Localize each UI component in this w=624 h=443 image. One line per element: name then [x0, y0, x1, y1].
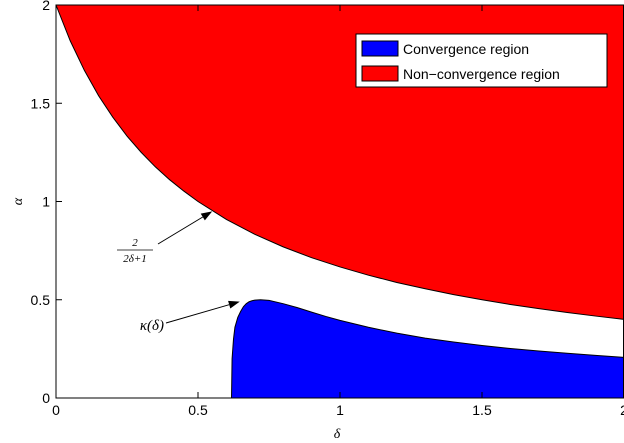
- x-tick-label: 2: [620, 402, 624, 418]
- legend: Convergence region Non−convergence regio…: [355, 33, 608, 88]
- annotation-arrow-kappa: [165, 304, 230, 324]
- boundary-curves: [55, 4, 624, 399]
- axis-ticks: 0 0.5 1 1.5 2 0 0.5 1 1.5 2: [31, 0, 624, 418]
- y-tick-label: 1.5: [31, 95, 51, 111]
- legend-label-convergence: Convergence region: [403, 41, 529, 57]
- x-axis-label: δ: [334, 427, 341, 442]
- annotation-fraction: 2 2δ+1: [117, 211, 213, 265]
- y-axis-label: α: [11, 197, 26, 205]
- convergence-area: [231, 299, 624, 398]
- annotation-arrowhead-kappa: [228, 300, 240, 309]
- annotation-fraction-denominator: 2δ+1: [123, 253, 147, 265]
- annotation-arrow-fraction: [157, 216, 204, 245]
- legend-label-non-convergence: Non−convergence region: [403, 66, 560, 82]
- x-tick-label: 0: [52, 402, 60, 418]
- x-tick-label: 1.5: [472, 402, 492, 418]
- kappa-curve: [231, 299, 624, 399]
- annotation-kappa: κ(δ): [140, 300, 240, 334]
- x-tick-label: 0.5: [188, 402, 208, 418]
- annotation-fraction-numerator: 2: [132, 237, 138, 249]
- y-tick-label: 0: [42, 390, 50, 406]
- x-tick-label: 1: [336, 402, 344, 418]
- legend-swatch-convergence: [361, 40, 399, 57]
- y-tick-label: 0.5: [31, 292, 51, 308]
- annotation-kappa-label: κ(δ): [140, 318, 164, 334]
- upper-bound-curve: [55, 4, 624, 320]
- legend-swatch-non-convergence: [361, 65, 399, 82]
- annotation-arrowhead-fraction: [200, 211, 213, 221]
- convergence-region: [231, 299, 624, 398]
- y-tick-label: 1: [42, 194, 50, 210]
- y-tick-label: 2: [42, 0, 50, 13]
